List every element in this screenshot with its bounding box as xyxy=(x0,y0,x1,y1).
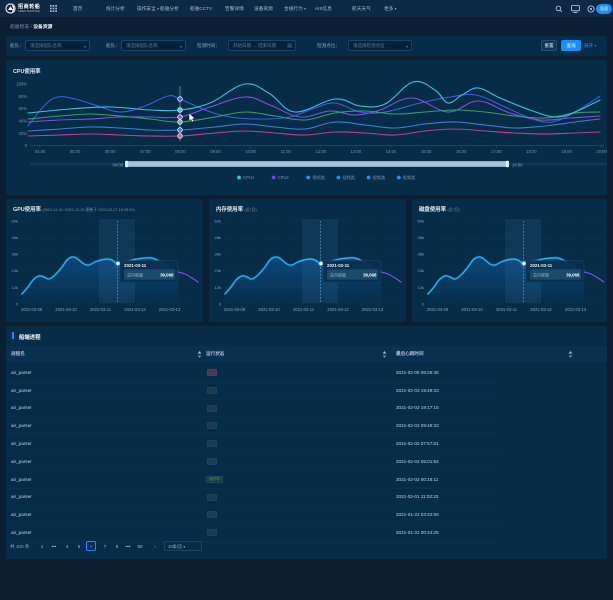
svg-text:39,068: 39,068 xyxy=(160,272,174,277)
svg-text:39,068: 39,068 xyxy=(363,272,377,277)
svg-text:2021-03-10: 2021-03-10 xyxy=(461,307,483,312)
svg-text:2021-03-12: 2021-03-12 xyxy=(530,307,552,312)
svg-text:06:00: 06:00 xyxy=(105,149,116,154)
svg-text:2021-03-10: 2021-03-10 xyxy=(258,307,280,312)
svg-text:60k: 60k xyxy=(418,219,424,224)
svg-text:总内容量: 总内容量 xyxy=(533,271,549,277)
svg-text:2021-03-11: 2021-03-11 xyxy=(90,307,112,312)
svg-text:总内容量: 总内容量 xyxy=(127,271,143,277)
svg-text:0: 0 xyxy=(219,301,222,306)
svg-text:09:00: 09:00 xyxy=(210,149,221,154)
svg-text:48k: 48k xyxy=(215,235,221,240)
svg-text:2021-03-11: 2021-03-11 xyxy=(496,307,518,312)
svg-text:2021-03-12: 2021-03-12 xyxy=(327,307,349,312)
svg-text:2021-03-11: 2021-03-11 xyxy=(530,263,553,268)
svg-text:2021-03-11: 2021-03-11 xyxy=(327,263,350,268)
svg-text:12k: 12k xyxy=(215,285,221,290)
svg-text:2021-03-13: 2021-03-13 xyxy=(159,307,181,312)
svg-text:24k: 24k xyxy=(12,268,18,273)
svg-text:12k: 12k xyxy=(12,285,18,290)
svg-text:2021-03-11: 2021-03-11 xyxy=(124,263,147,268)
svg-text:17:00: 17:00 xyxy=(491,149,502,154)
svg-text:0: 0 xyxy=(25,143,28,148)
svg-text:0: 0 xyxy=(16,301,19,306)
svg-text:36k: 36k xyxy=(418,252,424,257)
svg-text:2021-03-09: 2021-03-09 xyxy=(21,307,43,312)
svg-text:100%: 100% xyxy=(16,82,27,87)
svg-text:24k: 24k xyxy=(215,268,221,273)
svg-text:视频类: 视频类 xyxy=(312,174,325,181)
svg-text:48k: 48k xyxy=(12,235,18,240)
svg-text:CPU1: CPU1 xyxy=(243,175,255,180)
svg-text:11:00: 11:00 xyxy=(281,149,292,154)
svg-text:14:00: 14:00 xyxy=(512,162,523,167)
svg-text:60k: 60k xyxy=(215,219,221,224)
svg-text:20%: 20% xyxy=(19,131,28,136)
svg-text:18:00: 18:00 xyxy=(526,149,537,154)
svg-text:16:00: 16:00 xyxy=(456,149,467,154)
svg-text:2021-03-11: 2021-03-11 xyxy=(293,307,315,312)
svg-text:60k: 60k xyxy=(12,219,18,224)
svg-text:视频类: 视频类 xyxy=(403,174,416,181)
svg-text:视频类: 视频类 xyxy=(373,174,386,181)
svg-text:39,068: 39,068 xyxy=(566,272,580,277)
svg-text:36k: 36k xyxy=(12,252,18,257)
svg-text:总内容量: 总内容量 xyxy=(330,271,346,277)
svg-text:04:00: 04:00 xyxy=(113,162,124,167)
svg-text:48k: 48k xyxy=(418,235,424,240)
svg-text:07:00: 07:00 xyxy=(140,149,151,154)
svg-text:12k: 12k xyxy=(418,285,424,290)
svg-text:80%: 80% xyxy=(19,94,28,99)
svg-text:36k: 36k xyxy=(215,252,221,257)
svg-text:12:00: 12:00 xyxy=(316,149,327,154)
svg-text:24k: 24k xyxy=(418,268,424,273)
svg-text:14:00: 14:00 xyxy=(386,149,397,154)
svg-text:2021-03-09: 2021-03-09 xyxy=(224,307,246,312)
svg-text:15:00: 15:00 xyxy=(421,149,432,154)
svg-text:08:00: 08:00 xyxy=(175,149,186,154)
svg-text:10:00: 10:00 xyxy=(245,149,256,154)
svg-text:05:00: 05:00 xyxy=(70,149,81,154)
svg-text:2021-03-13: 2021-03-13 xyxy=(565,307,587,312)
svg-text:2021-03-09: 2021-03-09 xyxy=(427,307,449,312)
svg-text:CPU2: CPU2 xyxy=(278,175,290,180)
svg-text:40%: 40% xyxy=(19,119,28,124)
svg-text:2021-03-10: 2021-03-10 xyxy=(55,307,77,312)
svg-text:20:00: 20:00 xyxy=(596,149,607,154)
svg-text:0: 0 xyxy=(422,301,425,306)
svg-text:13:00: 13:00 xyxy=(351,149,362,154)
svg-text:60%: 60% xyxy=(19,106,28,111)
svg-text:视频类: 视频类 xyxy=(342,174,355,181)
svg-text:2021-03-13: 2021-03-13 xyxy=(362,307,384,312)
svg-text:04:00: 04:00 xyxy=(35,149,46,154)
svg-text:19:00: 19:00 xyxy=(561,149,572,154)
svg-text:2021-03-12: 2021-03-12 xyxy=(124,307,146,312)
